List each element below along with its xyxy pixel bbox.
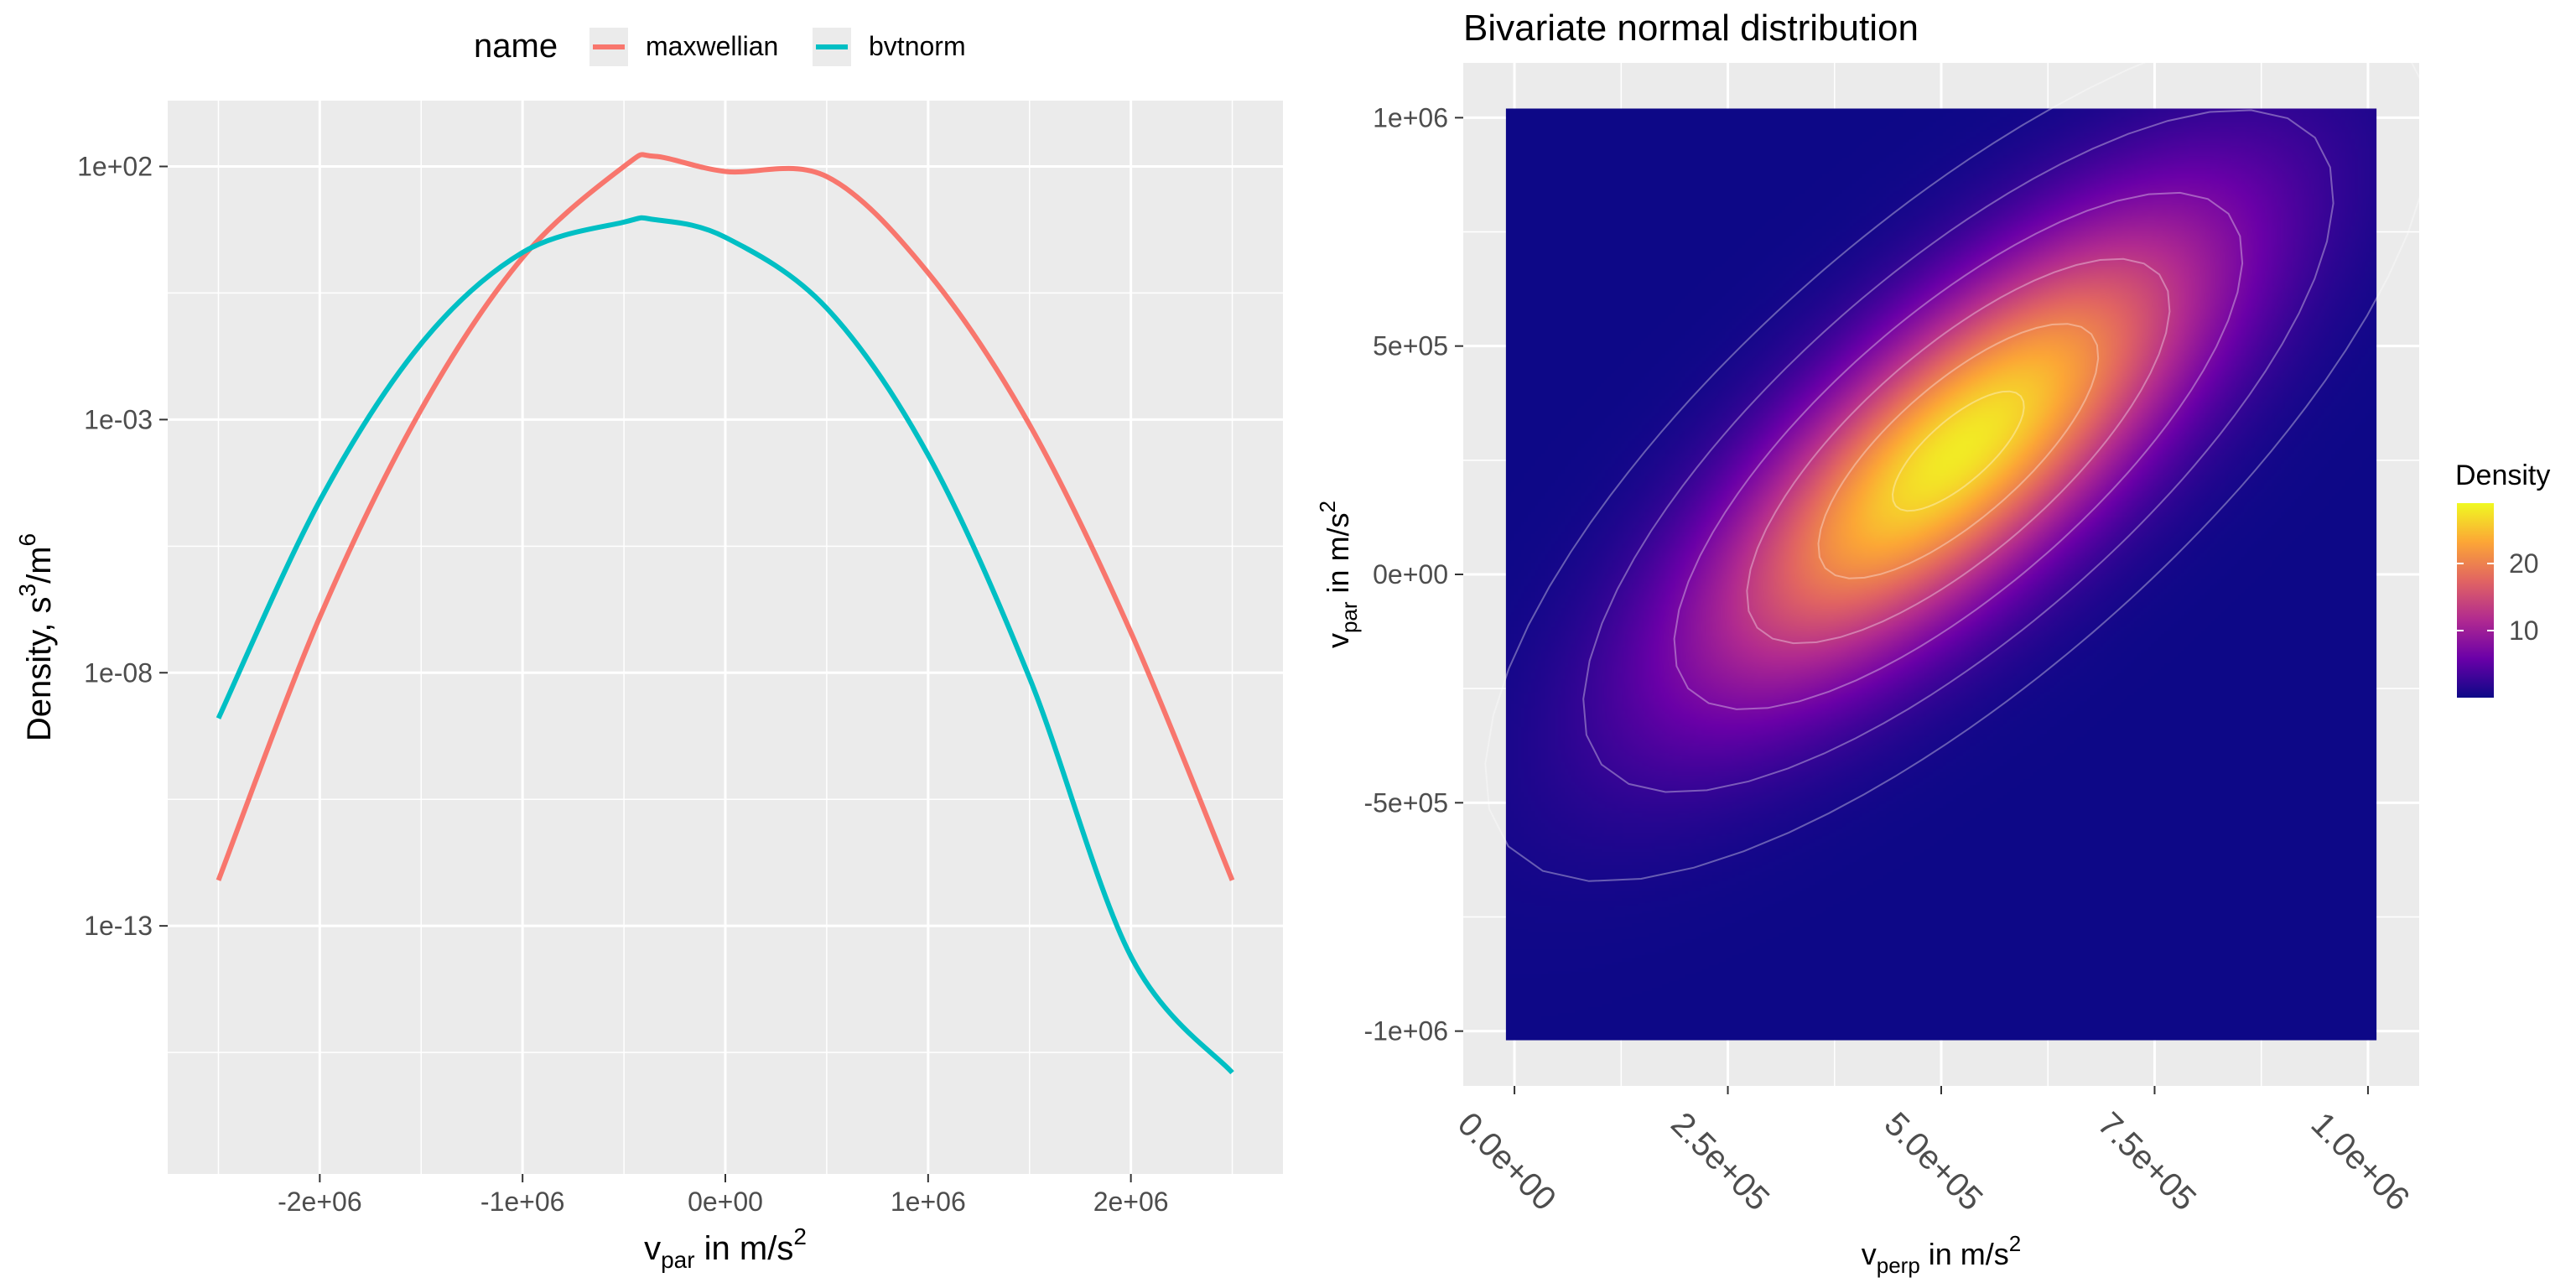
contour-line [1891,390,2025,512]
x-axis-title: vpar in m/s2 [644,1223,807,1273]
contour-line [1582,109,2334,793]
x-tick-label: 0e+00 [688,1187,763,1217]
y-tick-label: 0e+00 [1373,559,1448,589]
left-chart: name maxwellian bvtnorm -2e+06 -1e+06 0e+0… [14,28,1283,1273]
y-tick-label: 1e-03 [84,404,153,434]
series-line-maxwellian [216,152,1235,881]
y-tick-label: 1e-08 [84,657,153,688]
y-tick-label: -5e+05 [1363,787,1448,818]
legend: name maxwellian bvtnorm [474,28,966,66]
contour-line [1484,63,2419,882]
y-axis-ticks: 1e+02 1e-03 1e-08 1e-13 [77,151,168,941]
legend-title: name [474,28,558,65]
colorbar-tick-label: 20 [2509,548,2539,579]
x-tick-label: 0.0e+00 [1451,1105,1563,1218]
x-axis-title: vperp in m/s2 [1862,1231,2022,1278]
colorbar [2457,503,2494,698]
density-contours [1484,63,2419,882]
contour-line [1673,191,2244,710]
y-tick-label: -1e+06 [1363,1016,1448,1046]
legend-label-maxwellian: maxwellian [646,31,778,61]
right-chart: Bivariate normal distribution 0.0e+00 2.5… [1315,8,2550,1278]
y-tick-label: 5e+05 [1373,331,1448,361]
x-tick-label: -1e+06 [480,1187,565,1217]
x-tick-label: 7.5e+05 [2090,1105,2203,1218]
colorbar-legend: Density 10 20 [2455,460,2550,698]
x-tick-label: 1e+06 [891,1187,966,1217]
colorbar-title: Density [2455,460,2550,491]
heatmap-area [1484,63,2419,1041]
contour-line [1746,257,2171,645]
x-tick-label: 2e+06 [1093,1187,1169,1217]
series-lines [216,152,1235,1075]
x-tick-label: 5.0e+05 [1877,1105,1990,1218]
y-tick-label: 1e+06 [1373,102,1448,132]
colorbar-tick-label: 10 [2509,615,2539,646]
chart-title: Bivariate normal distribution [1463,8,1919,49]
x-tick-label: 2.5e+05 [1664,1105,1776,1218]
y-tick-label: 1e-13 [84,911,153,941]
series-line-bvtnorm [216,215,1234,1075]
y-tick-label: 1e+02 [77,151,153,181]
grid-lines [168,101,1283,1174]
contour-line [1817,323,2100,579]
colorbar-ticks: 10 20 [2457,548,2539,646]
x-axis-ticks: -2e+06 -1e+06 0e+00 1e+06 2e+06 [278,1174,1169,1217]
x-axis-ticks: 0.0e+00 2.5e+05 5.0e+05 7.5e+05 1.0e+06 [1451,1086,2417,1218]
x-tick-label: 1.0e+06 [2304,1105,2417,1218]
density-heatmap [1505,108,2377,1041]
legend-label-bvtnorm: bvtnorm [869,31,966,61]
y-axis-ticks: 1e+06 5e+05 0e+00 -5e+05 -1e+06 [1363,102,1463,1046]
y-axis-title: Density, s3/m6 [14,533,58,741]
y-axis-title: vpar in m/s2 [1315,501,1362,648]
x-tick-label: -2e+06 [278,1187,362,1217]
